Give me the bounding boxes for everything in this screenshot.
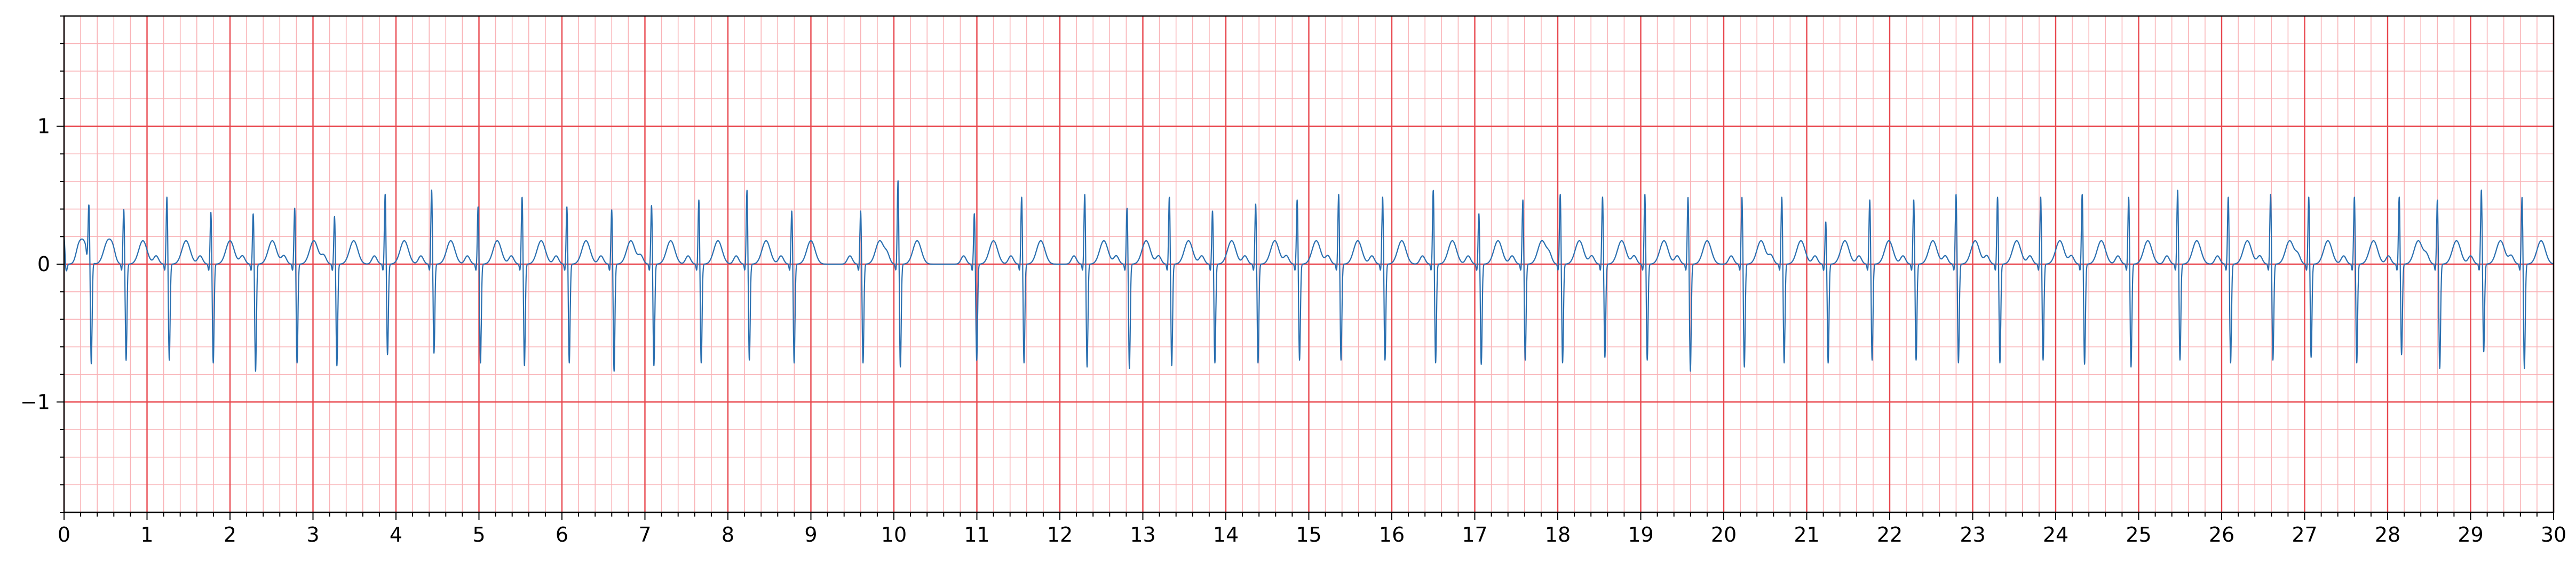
x-tick-label: 29 [2458, 523, 2483, 546]
x-tick-label: 20 [1711, 523, 1737, 546]
x-tick-label: 28 [2375, 523, 2400, 546]
x-tick-label: 1 [140, 523, 153, 546]
x-axis: 0 1 2 3 4 5 6 7 8 9 10 11 12 13 14 15 16 17 18 19 20 21 22 23 24… [58, 512, 2566, 546]
x-tick-label: 6 [556, 523, 568, 546]
x-tick-label: 17 [1462, 523, 1487, 546]
x-tick-label: 21 [1794, 523, 1819, 546]
x-tick-label: 22 [1877, 523, 1903, 546]
x-tick-label: 18 [1545, 523, 1571, 546]
x-tick-label: 4 [390, 523, 402, 546]
x-tick-label: 16 [1379, 523, 1405, 546]
x-tick-label: 9 [804, 523, 817, 546]
x-tick-label: 14 [1213, 523, 1239, 546]
x-tick-label: 13 [1130, 523, 1155, 546]
x-tick-label: 12 [1047, 523, 1073, 546]
ecg-trace-line [63, 180, 2554, 372]
x-tick-label: 10 [881, 523, 907, 546]
y-tick-label: 0 [37, 252, 50, 276]
x-tick-label: 3 [306, 523, 319, 546]
x-tick-label: 0 [58, 523, 70, 546]
x-tick-label: 5 [472, 523, 485, 546]
x-tick-label: 19 [1628, 523, 1653, 546]
y-tick-label: −1 [20, 390, 50, 414]
x-tick-label: 30 [2541, 523, 2566, 546]
x-tick-label: 15 [1296, 523, 1321, 546]
x-tick-label: 26 [2209, 523, 2234, 546]
x-tick-label: 24 [2043, 523, 2068, 546]
x-tick-label: 2 [224, 523, 236, 546]
x-tick-label: 27 [2292, 523, 2317, 546]
x-tick-label: 7 [638, 523, 651, 546]
x-tick-label: 25 [2126, 523, 2151, 546]
x-tick-label: 23 [1960, 523, 1985, 546]
y-tick-label: 1 [37, 115, 50, 138]
x-tick-label: 11 [964, 523, 989, 546]
x-tick-label: 8 [722, 523, 734, 546]
y-axis: −1 0 1 [20, 15, 64, 513]
